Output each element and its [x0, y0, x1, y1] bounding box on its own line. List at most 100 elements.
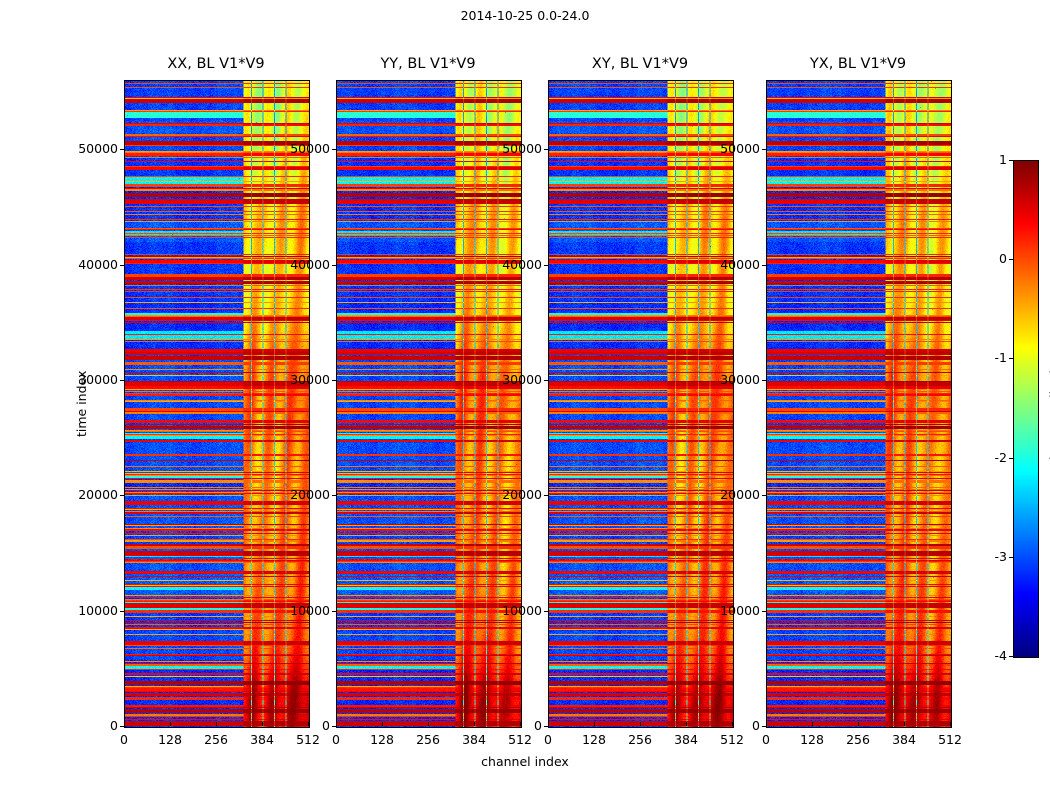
y-tick-mark	[120, 149, 124, 151]
x-tick-mark	[474, 722, 475, 726]
colorbar-tick-mark	[1009, 160, 1013, 161]
y-tick-mark	[544, 495, 548, 497]
panel-title-yx: YX, BL V1*V9	[809, 56, 907, 72]
y-tick-mark	[332, 149, 336, 151]
y-tick-mark	[544, 149, 548, 151]
colorbar-tick-mark	[1009, 556, 1013, 558]
y-tick-mark	[762, 495, 766, 497]
y-tick-mark	[120, 379, 124, 381]
y-tick-label: 0	[752, 718, 760, 733]
y-tick-mark	[762, 379, 766, 381]
y-tick-label: 20000	[720, 487, 760, 503]
y-tick-label: 10000	[720, 602, 760, 618]
y-tick-mark	[544, 264, 548, 266]
x-tick-label: 256	[846, 732, 870, 747]
x-tick-label: 512	[508, 732, 532, 747]
x-tick-mark	[548, 722, 549, 726]
y-tick-label: 20000	[78, 487, 118, 503]
y-tick-mark	[762, 726, 766, 727]
y-tick-label: 0	[110, 718, 118, 733]
waterfall-panel-yx	[766, 80, 952, 728]
colorbar-tick-mark	[1009, 358, 1013, 360]
y-tick-mark	[544, 726, 548, 727]
x-tick-label: 512	[938, 732, 962, 747]
x-tick-mark	[520, 722, 521, 726]
y-tick-label: 30000	[290, 371, 330, 387]
x-tick-mark	[858, 722, 859, 726]
x-tick-label: 128	[158, 732, 182, 747]
y-tick-mark	[332, 495, 336, 497]
y-tick-mark	[120, 495, 124, 497]
x-tick-mark	[262, 722, 263, 726]
x-tick-label: 256	[628, 732, 652, 747]
x-tick-mark	[686, 722, 687, 726]
x-tick-mark	[594, 722, 595, 726]
y-tick-label: 40000	[78, 256, 118, 272]
x-tick-label: 384	[892, 732, 916, 747]
x-tick-mark	[904, 722, 905, 726]
y-tick-mark	[120, 726, 124, 727]
y-tick-mark	[762, 264, 766, 266]
panel-title-yy: YY, BL V1*V9	[380, 56, 476, 72]
x-tick-mark	[812, 722, 813, 726]
y-tick-label: 0	[534, 718, 542, 733]
x-tick-label: 128	[800, 732, 824, 747]
waterfall-image-yx	[767, 81, 951, 727]
waterfall-panel-xy	[548, 80, 734, 728]
y-tick-label: 30000	[502, 371, 542, 387]
x-tick-label: 384	[250, 732, 274, 747]
y-tick-label: 0	[322, 718, 330, 733]
y-tick-label: 40000	[290, 256, 330, 272]
x-tick-label: 512	[296, 732, 320, 747]
y-tick-label: 50000	[290, 141, 330, 157]
y-tick-mark	[544, 379, 548, 381]
x-tick-label: 384	[462, 732, 486, 747]
x-tick-mark	[308, 722, 309, 726]
x-tick-mark	[732, 722, 733, 726]
colorbar-tick-label: -3	[994, 548, 1007, 564]
x-tick-mark	[950, 722, 951, 726]
x-tick-label: 0	[120, 732, 128, 747]
panel-title-xy: XY, BL V1*V9	[591, 56, 689, 72]
y-tick-mark	[762, 610, 766, 612]
panel-title-xx: XX, BL V1*V9	[167, 56, 265, 72]
y-tick-label: 40000	[720, 256, 760, 272]
x-tick-label: 0	[762, 732, 770, 747]
colorbar-tick-mark	[1009, 259, 1013, 261]
waterfall-panel-yy	[336, 80, 522, 728]
y-tick-label: 20000	[502, 487, 542, 503]
y-tick-label: 40000	[502, 256, 542, 272]
y-tick-label: 50000	[78, 141, 118, 157]
y-tick-mark	[332, 264, 336, 266]
x-tick-label: 512	[720, 732, 744, 747]
x-tick-label: 0	[332, 732, 340, 747]
y-tick-label: 50000	[720, 141, 760, 157]
x-tick-label: 256	[204, 732, 228, 747]
y-tick-mark	[332, 610, 336, 612]
y-tick-label: 20000	[290, 487, 330, 503]
x-tick-label: 0	[544, 732, 552, 747]
y-axis-label: time index	[74, 370, 89, 437]
y-tick-mark	[332, 726, 336, 727]
y-tick-mark	[120, 610, 124, 612]
figure-suptitle: 2014-10-25 0.0-24.0	[460, 8, 590, 23]
colorbar-tick-label: -2	[994, 449, 1007, 465]
x-tick-mark	[336, 722, 337, 726]
x-tick-label: 128	[370, 732, 394, 747]
y-tick-label: 30000	[78, 371, 118, 387]
colorbar-tick-label: 1	[999, 152, 1007, 167]
waterfall-image-xy	[549, 81, 733, 727]
colorbar-tick-label: 0	[999, 251, 1007, 267]
x-tick-mark	[428, 722, 429, 726]
y-tick-mark	[544, 610, 548, 612]
y-tick-label: 10000	[290, 602, 330, 618]
x-tick-label: 128	[582, 732, 606, 747]
y-tick-label: 50000	[502, 141, 542, 157]
y-tick-mark	[762, 149, 766, 151]
colorbar-tick-mark	[1009, 457, 1013, 459]
x-tick-mark	[766, 722, 767, 726]
x-tick-mark	[124, 722, 125, 726]
colorbar-tick-label: -1	[994, 350, 1007, 366]
waterfall-image-xx	[125, 81, 309, 727]
